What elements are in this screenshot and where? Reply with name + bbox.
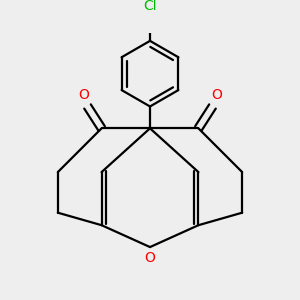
Text: O: O [211, 88, 222, 102]
Text: O: O [78, 88, 89, 102]
Text: Cl: Cl [143, 0, 157, 13]
Text: O: O [145, 251, 155, 265]
